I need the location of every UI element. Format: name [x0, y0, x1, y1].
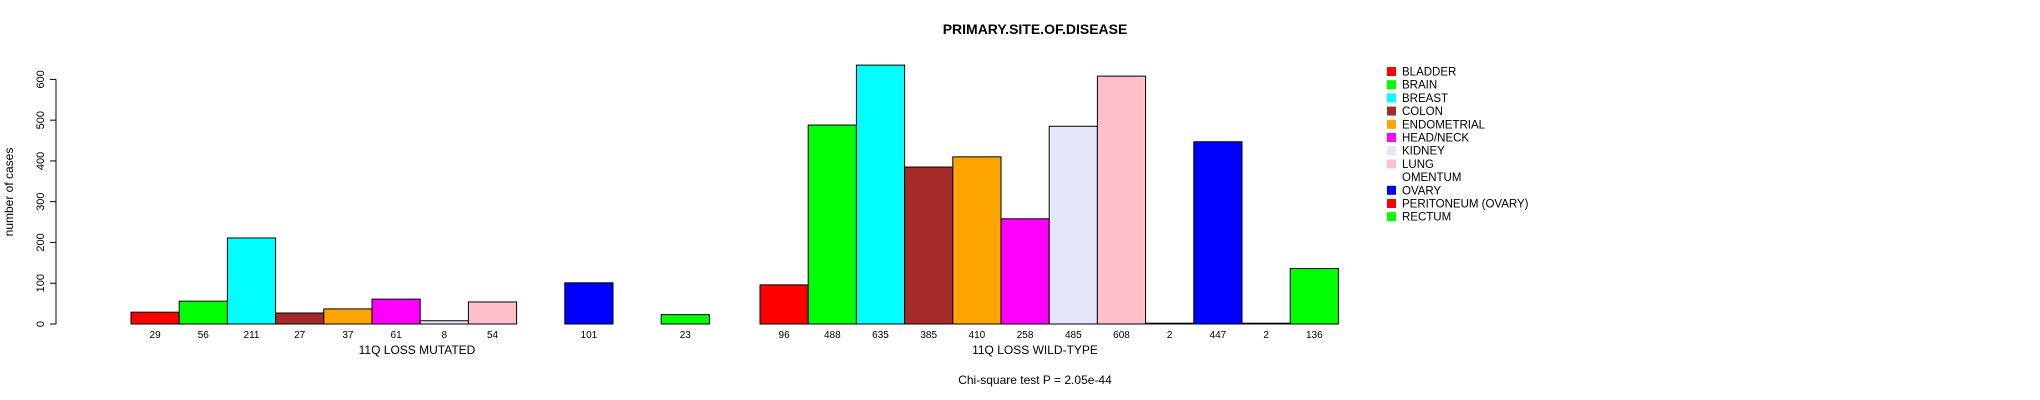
y-axis: 0 100 200 300 400 500 600 [35, 70, 57, 327]
count-label-wild-type-head-neck: 258 [1017, 330, 1034, 341]
count-label-wild-type-kidney: 485 [1065, 330, 1082, 341]
count-label-wild-type-brain: 488 [824, 330, 841, 341]
count-label-wild-type-bladder: 96 [779, 330, 791, 341]
bar-wild-type-omentum [1145, 322, 1195, 325]
count-label-mutated-kidney: 8 [442, 330, 448, 341]
count-label-wild-type-endometrial: 410 [969, 330, 986, 341]
y-tick-label: 0 [35, 321, 47, 327]
legend-swatch-peritoneum-ovary [1387, 199, 1396, 208]
legend-label-rectum: RECTUM [1402, 212, 1451, 224]
group-label-wild-type: 11Q LOSS WILD-TYPE [972, 343, 1098, 357]
legend-label-breast: BREAST [1402, 93, 1448, 105]
bar-mutated-head-neck [371, 298, 421, 325]
legend-swatch-ovary [1387, 185, 1396, 195]
legend-swatch-head-neck [1387, 133, 1396, 142]
bar-mutated-bladder [130, 311, 180, 325]
count-label-wild-type-peritoneum-ovary: 2 [1263, 330, 1269, 341]
count-label-wild-type-ovary: 447 [1210, 330, 1227, 341]
bar-mutated-ovary [564, 282, 614, 325]
bar-wild-type-peritoneum-ovary [1241, 322, 1291, 325]
legend-label-ovary: OVARY [1402, 185, 1442, 197]
legend-label-bladder: BLADDER [1402, 67, 1456, 79]
y-tick-label: 200 [35, 233, 47, 251]
group-label-mutated: 11Q LOSS MUTATED [359, 343, 476, 357]
y-tick-label: 100 [35, 274, 47, 292]
legend-swatch-lung [1387, 159, 1396, 169]
count-label-wild-type-lung: 608 [1113, 330, 1130, 341]
bar-mutated-lung [467, 301, 518, 325]
bar-wild-type-ovary [1193, 141, 1243, 325]
y-tick-label: 400 [35, 152, 47, 170]
count-label-mutated-ovary: 101 [581, 330, 598, 341]
count-label-mutated-rectum: 23 [680, 330, 692, 341]
count-label-mutated-brain: 56 [198, 330, 210, 341]
count-label-wild-type-breast: 635 [872, 330, 889, 341]
y-tick-label: 300 [35, 193, 47, 211]
count-label-wild-type-omentum: 2 [1167, 330, 1173, 341]
legend-label-colon: COLON [1402, 106, 1443, 118]
bar-wild-type-kidney [1048, 125, 1098, 325]
count-label-mutated-breast: 211 [244, 330, 260, 341]
count-label-wild-type-rectum: 136 [1306, 330, 1323, 341]
bar-wild-type-lung [1096, 75, 1147, 325]
bar-mutated-breast [226, 237, 277, 325]
bar-wild-type-colon [904, 166, 954, 325]
legend-swatch-rectum [1387, 212, 1396, 222]
legend-swatch-bladder [1387, 67, 1396, 76]
bar-mutated-rectum [660, 314, 710, 325]
bar-wild-type-bladder [759, 284, 809, 325]
bar-wild-type-brain [807, 124, 857, 325]
group-mutated: 29 56 211 27 37 61 8 54 101 23 [130, 237, 710, 341]
legend-swatch-endometrial [1387, 119, 1396, 129]
bar-wild-type-breast [855, 64, 906, 325]
count-label-mutated-head-neck: 61 [391, 330, 403, 341]
bar-wild-type-rectum [1289, 268, 1339, 325]
count-label-mutated-lung: 54 [487, 330, 499, 341]
legend-swatch-omentum [1387, 172, 1396, 182]
chi-square-footnote: Chi-square test P = 2.05e-44 [958, 373, 1112, 387]
bar-wild-type-endometrial [952, 156, 1002, 325]
bar-mutated-colon [275, 312, 325, 325]
count-label-mutated-bladder: 29 [150, 330, 162, 341]
group-wild-type: 96 488 635 385 410 258 485 608 2 447 2 136 [759, 64, 1339, 341]
legend-label-brain: BRAIN [1402, 80, 1437, 92]
legend-label-kidney: KIDNEY [1402, 146, 1445, 158]
legend-label-lung: LUNG [1402, 159, 1434, 171]
count-label-mutated-endometrial: 37 [342, 330, 354, 341]
legend-label-endometrial: ENDOMETRIAL [1402, 119, 1486, 131]
legend-swatch-brain [1387, 80, 1396, 90]
bar-mutated-kidney [419, 320, 469, 325]
bar-mutated-brain [178, 300, 228, 325]
legend-swatch-colon [1387, 106, 1396, 116]
legend-label-peritoneum-ovary: PERITONEUM (OVARY) [1402, 199, 1529, 211]
legend-label-head-neck: HEAD/NECK [1402, 133, 1469, 145]
y-tick-label: 600 [35, 70, 47, 88]
chart-title: PRIMARY.SITE.OF.DISEASE [943, 21, 1128, 37]
bar-wild-type-head-neck [1000, 218, 1050, 325]
y-tick-label: 500 [35, 111, 47, 129]
legend-swatch-kidney [1387, 146, 1396, 156]
count-label-mutated-colon: 27 [294, 330, 306, 341]
legend-label-omentum: OMENTUM [1402, 172, 1461, 184]
y-axis-label: number of cases [2, 148, 16, 237]
legend-swatch-breast [1387, 93, 1396, 103]
count-label-wild-type-colon: 385 [920, 330, 937, 341]
bar-mutated-endometrial [323, 308, 373, 325]
